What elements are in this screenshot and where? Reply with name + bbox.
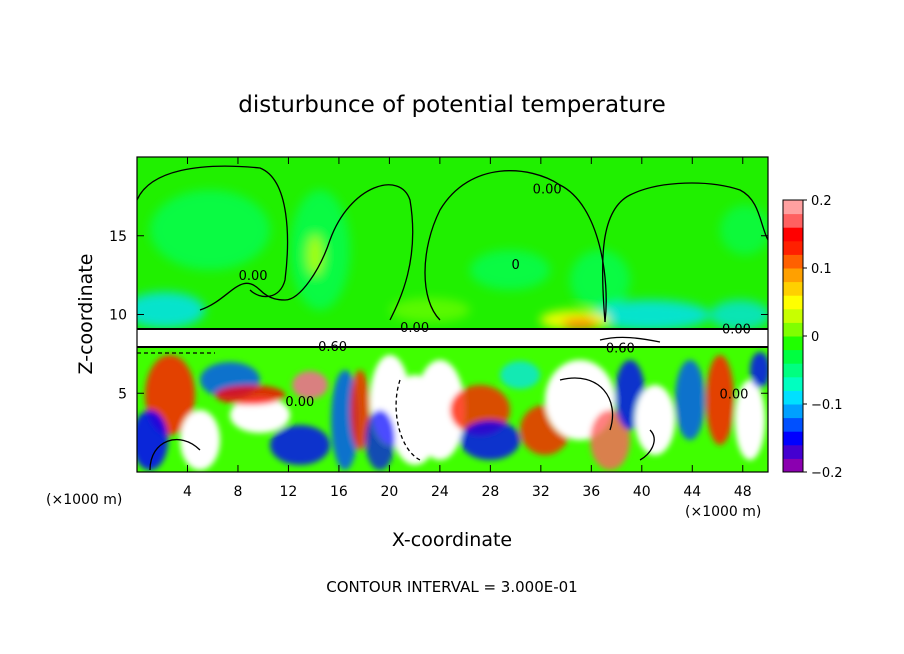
colorbar-tick-label: 0	[811, 330, 819, 345]
y-tick-label: 10	[109, 308, 127, 324]
colorbar-swatch	[783, 390, 803, 405]
colorbar-swatches	[783, 200, 803, 473]
colorbar-swatch	[783, 213, 803, 228]
x-ticks: 4 8 12 16 20 24 28 32 36 40 44 48	[183, 157, 752, 500]
colorbar-swatch	[783, 349, 803, 364]
x-tick-label: 12	[280, 484, 298, 500]
colorbar-tick-label: −0.1	[811, 398, 843, 413]
colorbar-swatch	[783, 444, 803, 459]
colorbar-swatch	[783, 431, 803, 446]
x-tick-label: 24	[431, 484, 449, 500]
x-tick-label: 32	[532, 484, 550, 500]
x-tick-label: 20	[380, 484, 398, 500]
contour-label-layer: 0.00 0 0.00 0.00 0.00 0.60 0.60 0.00 0.00	[239, 183, 751, 411]
contour-label: 0.00	[719, 387, 748, 402]
heatmap-field	[137, 157, 768, 472]
colorbar-swatch	[783, 417, 803, 432]
y-tick-label: 15	[109, 229, 127, 245]
colorbar-swatch	[783, 376, 803, 391]
x-tick-label: 28	[481, 484, 499, 500]
contour-label: 0	[511, 258, 519, 273]
contour-label: 0.00	[533, 183, 562, 198]
x-axis-label: X-coordinate	[392, 529, 512, 551]
colorbar-tick-label: 0.2	[811, 194, 832, 209]
contour-label: 0.60	[606, 342, 635, 357]
chart-title: disturbunce of potential temperature	[238, 92, 666, 118]
inversion-band	[137, 329, 768, 347]
colorbar-swatch	[783, 336, 803, 351]
colorbar-swatch	[783, 268, 803, 283]
x-tick-label: 16	[330, 484, 348, 500]
x-tick-label: 8	[233, 484, 242, 500]
y-axis-label: Z-coordinate	[75, 254, 97, 375]
colorbar-swatch	[783, 240, 803, 255]
colorbar-swatch	[783, 404, 803, 419]
y-tick-label: 5	[118, 386, 127, 402]
colorbar-ticks: 0.2 0.1 0 −0.1 −0.2	[803, 194, 843, 481]
x-tick-label: 36	[582, 484, 600, 500]
lower-field-shading	[137, 352, 768, 470]
colorbar-swatch	[783, 308, 803, 323]
contour-label: 0.00	[400, 321, 429, 336]
contour-label: 0.00	[239, 269, 268, 284]
x-tick-label: 48	[734, 484, 752, 500]
colorbar-swatch	[783, 295, 803, 310]
contour-label: 0.60	[318, 340, 347, 355]
colorbar-tick-label: 0.1	[811, 262, 832, 277]
colorbar: 0.2 0.1 0 −0.1 −0.2	[782, 194, 843, 481]
y-ticks: 5 10 15	[109, 229, 768, 402]
x-axis-unit-right: (×1000 m)	[685, 504, 761, 520]
colorbar-swatch	[783, 200, 803, 215]
colorbar-swatch	[783, 227, 803, 242]
colorbar-swatch	[783, 322, 803, 337]
x-tick-label: 44	[683, 484, 701, 500]
upper-field-shading	[137, 190, 768, 330]
contour-lines	[137, 165, 768, 471]
x-tick-label: 40	[633, 484, 651, 500]
colorbar-swatch	[783, 254, 803, 269]
colorbar-tick-label: −0.2	[811, 466, 843, 481]
contour-label: 0.00	[722, 323, 751, 338]
x-tick-label: 4	[183, 484, 192, 500]
colorbar-swatch	[783, 458, 803, 473]
contour-interval-footer: CONTOUR INTERVAL = 3.000E-01	[326, 578, 577, 596]
colorbar-swatch	[783, 363, 803, 378]
x-axis-unit: (×1000 m)	[46, 492, 122, 508]
colorbar-swatch	[783, 281, 803, 296]
contour-label: 0.00	[285, 395, 314, 410]
